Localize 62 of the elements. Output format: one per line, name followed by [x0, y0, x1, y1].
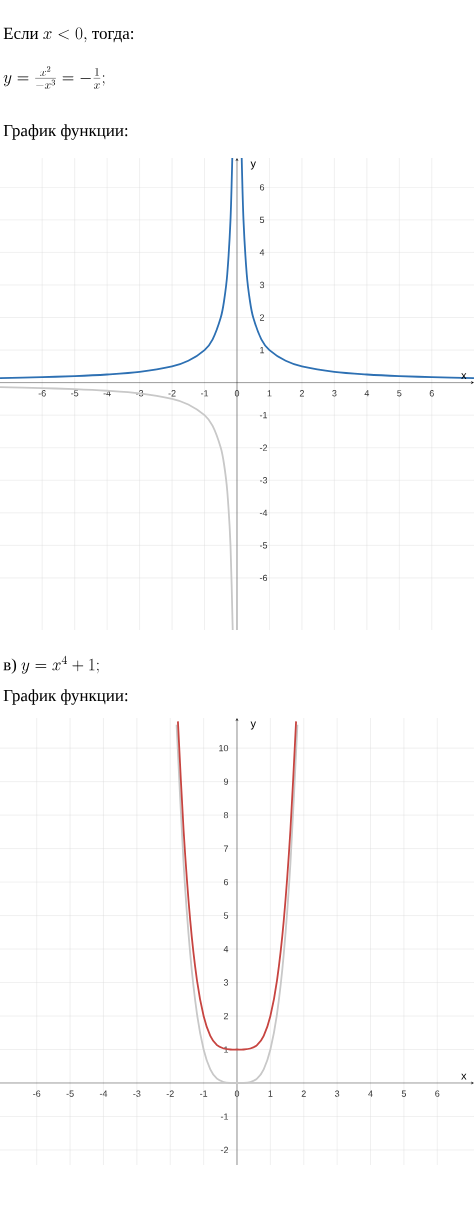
x-tick-label: -1 — [200, 390, 209, 397]
x-tick-label: 4 — [368, 1090, 373, 1097]
y-axis-title: y — [250, 721, 256, 730]
text: $x < 0,$ — [43, 27, 87, 43]
y-tick-label: 6 — [259, 184, 265, 191]
y-tick-label: -1 — [259, 412, 268, 419]
y-tick-label: 2 — [223, 1012, 229, 1020]
y-tick-label: -3 — [259, 477, 268, 484]
line-series — [240, 158, 474, 379]
x-tick-label: -6 — [38, 390, 46, 397]
y-tick-label: 6 — [223, 878, 229, 886]
x-tick-label: -5 — [71, 390, 79, 397]
y-tick-label: -6 — [259, 574, 268, 582]
y-tick-label: 10 — [219, 744, 229, 752]
x-tick-label: -5 — [66, 1090, 74, 1097]
y-tick-label: 5 — [223, 912, 229, 919]
x-tick-label: -3 — [133, 1090, 141, 1097]
text: в) — [3, 658, 17, 674]
y-tick-label: 4 — [259, 249, 265, 256]
x-tick-label: 4 — [364, 390, 370, 397]
line-series — [0, 386, 234, 631]
x-axis-title: x — [461, 1073, 467, 1080]
x-tick-label: 6 — [429, 390, 434, 397]
x-tick-label: -4 — [99, 1090, 108, 1097]
x-tick-label: -1 — [200, 1090, 208, 1097]
x-tick-label: -6 — [33, 1090, 41, 1097]
text: $y = \frac{x^2}{-x^3} = -\frac{1}{x};$ — [3, 66, 105, 89]
y-tick-label: 9 — [223, 778, 229, 785]
y-tick-label: -5 — [259, 542, 268, 549]
x-tick-label: -2 — [168, 390, 176, 397]
x-tick-label: -2 — [166, 1090, 174, 1097]
y-tick-label: 5 — [259, 216, 265, 223]
text: тогда: — [92, 30, 134, 43]
x-tick-label: 2 — [299, 390, 304, 397]
x-tick-label: 1 — [268, 1090, 273, 1097]
chart-title: График функции: — [3, 124, 128, 140]
x-tick-label: 0 — [234, 390, 240, 397]
y-tick-label: 1 — [224, 1046, 229, 1053]
x-tick-label: 3 — [334, 1090, 340, 1097]
y-tick-label: -4 — [259, 509, 268, 516]
y-tick-label: 8 — [223, 811, 229, 819]
x-tick-label: 6 — [435, 1090, 440, 1097]
y-tick-label: 4 — [223, 945, 229, 953]
x-tick-label: 3 — [332, 390, 337, 397]
y-tick-label: 3 — [259, 281, 265, 289]
text: Если — [3, 27, 39, 40]
y-tick-label: -1 — [220, 1113, 229, 1120]
y-tick-label: 7 — [223, 845, 229, 852]
x-axis-title: x — [461, 373, 467, 380]
chart-title: График функции: — [3, 689, 128, 705]
y-tick-label: 1 — [260, 346, 265, 354]
y-tick-label: 3 — [223, 979, 229, 986]
y-axis-title: y — [250, 161, 256, 170]
y-tick-label: -2 — [259, 444, 268, 451]
x-tick-label: 5 — [397, 390, 402, 397]
y-tick-label: -2 — [220, 1146, 229, 1154]
y-tick-label: 2 — [259, 314, 265, 321]
x-tick-label: 2 — [301, 1090, 306, 1097]
line-series — [0, 158, 234, 379]
x-tick-label: 0 — [234, 1090, 240, 1097]
text: $y = x^4 + 1;$ — [21, 655, 99, 674]
x-tick-label: 5 — [401, 1090, 407, 1097]
